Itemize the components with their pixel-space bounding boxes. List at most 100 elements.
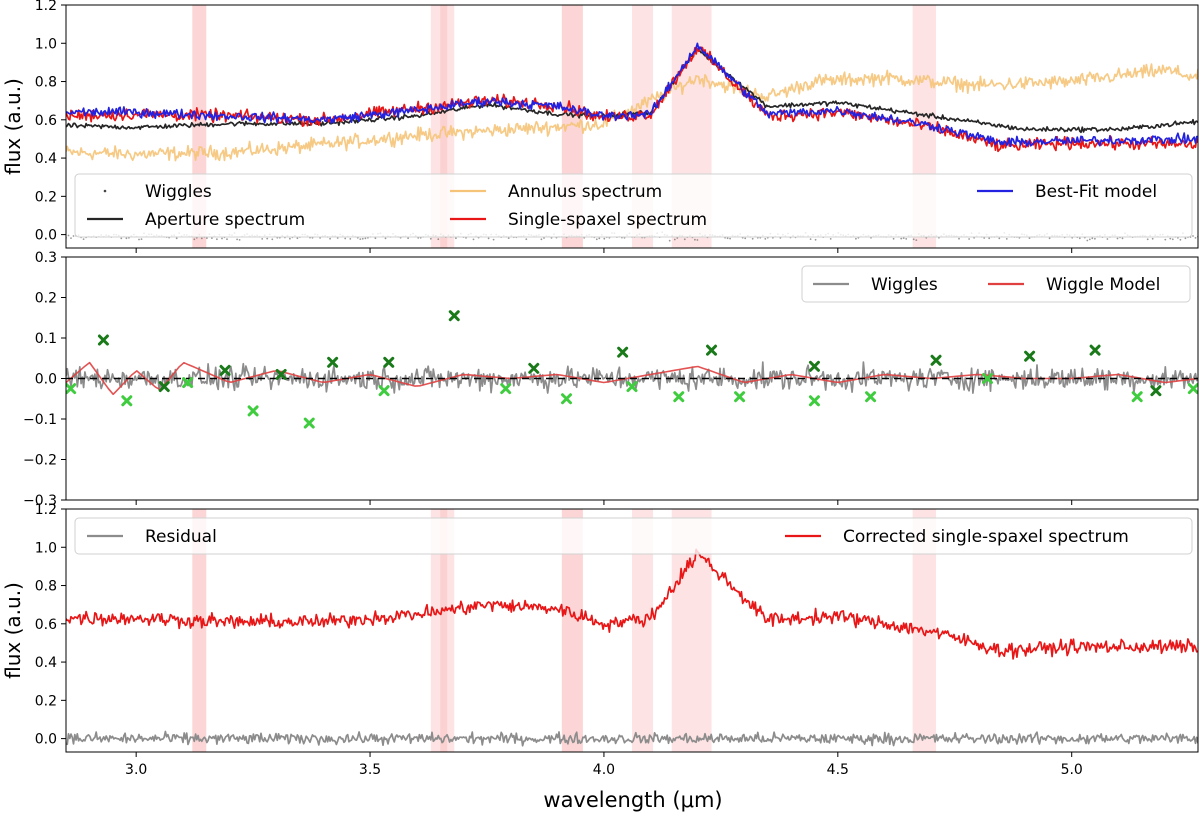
wiggle-dot: [429, 237, 432, 240]
legend-label: Wiggles: [871, 275, 938, 295]
marker-peak: [930, 354, 942, 366]
wiggle-dot: [983, 237, 986, 239]
y-tick-label-bottom: 1.0: [35, 540, 57, 556]
series-line-residual: [66, 730, 1198, 747]
wiggle-dot: [673, 238, 676, 241]
marker-trough: [865, 391, 877, 403]
legend-box: [74, 517, 1193, 555]
wiggle-dot: [968, 238, 970, 240]
marker-peak: [219, 364, 231, 376]
y-tick-label-top: 0.2: [35, 189, 57, 205]
legend-bottom: Residual Corrected single-spaxel spectrum: [74, 517, 1193, 555]
y-tick-label-bottom: 1.2: [35, 502, 57, 518]
wiggle-dot: [200, 237, 203, 240]
marker-trough: [182, 377, 194, 389]
marker-peak: [327, 356, 339, 368]
wiggle-dot: [336, 237, 339, 239]
x-axis-label: wavelength (μm): [543, 788, 722, 812]
y-axis-label-top: flux (a.u.): [1, 78, 25, 175]
wiggle-dot: [216, 238, 218, 241]
wiggle-dot: [175, 237, 178, 240]
series-line-corrected-single-spaxel-spectrum: [66, 548, 1198, 660]
wiggle-dot: [912, 238, 915, 241]
wiggle-dot: [683, 238, 686, 241]
wiggle-dot: [140, 238, 143, 241]
wiggle-dot: [289, 237, 291, 240]
legend-label: Best-Fit model: [1035, 182, 1157, 202]
wiggle-dot: [988, 237, 991, 240]
wiggle-dot: [892, 237, 895, 240]
wiggle-dot: [437, 238, 440, 241]
wiggle-dot: [694, 238, 696, 241]
marker-peak: [617, 346, 629, 358]
wiggle-dot: [236, 238, 239, 241]
wiggle-dot: [525, 238, 528, 241]
y-tick-label-middle: −0.2: [23, 453, 57, 469]
wiggle-dot: [543, 237, 545, 239]
wiggle-dot: [361, 237, 364, 240]
marker-trough: [378, 385, 390, 397]
wiggle-dot: [407, 237, 409, 240]
marker-trough: [734, 391, 746, 403]
wiggle-dot: [829, 238, 832, 240]
shaded-band-bottom: [561, 509, 583, 752]
wiggle-dot: [540, 238, 543, 241]
wiggle-dot: [82, 238, 85, 241]
wiggle-dot: [1094, 237, 1096, 240]
y-tick-label-bottom: 0.6: [35, 617, 57, 633]
legend-label: Single-spaxel spectrum: [508, 210, 707, 230]
marker-trough: [1131, 391, 1143, 403]
y-tick-label-middle: 0.1: [35, 331, 57, 347]
y-tick-label-middle: 0.3: [35, 250, 57, 266]
y-tick-label-top: 0.4: [35, 151, 57, 167]
y-tick-label-top: 0.0: [35, 228, 57, 244]
y-tick-label-top: 1.2: [35, 0, 57, 14]
marker-peak: [1089, 344, 1101, 356]
wiggle-dot: [1164, 238, 1167, 241]
wiggle-dot: [384, 237, 387, 240]
wiggle-dot: [1192, 235, 1194, 237]
wiggle-dot: [814, 238, 817, 241]
wiggle-dot: [958, 237, 960, 240]
wiggle-dot: [900, 237, 903, 240]
marker-peak: [448, 310, 460, 322]
legend-label: Aperture spectrum: [145, 210, 305, 230]
wiggle-dot: [492, 238, 495, 241]
wiggle-dot: [1048, 237, 1051, 240]
x-tick-label: 3.5: [359, 762, 381, 778]
y-tick-label-bottom: 0.4: [35, 655, 57, 671]
wiggle-dot: [855, 237, 857, 240]
wiggle-dot: [676, 237, 679, 239]
marker-peak: [706, 344, 718, 356]
wiggle-dot: [359, 238, 362, 241]
wiggle-dot: [729, 237, 731, 240]
shaded-band-bottom: [430, 509, 455, 752]
marker-trough: [982, 373, 994, 384]
axes-frame-bottom: [65, 508, 1199, 753]
y-tick-label-bottom: 0.8: [35, 579, 57, 595]
wiggle-dot: [1184, 237, 1187, 240]
legend-swatch-dot: [103, 189, 107, 193]
wiggle-dot: [1078, 237, 1081, 240]
marker-peak: [808, 360, 820, 372]
wiggle-dot: [809, 238, 812, 241]
wiggle-dot: [455, 237, 457, 240]
marker-peak: [275, 368, 287, 380]
wiggle-dot: [374, 237, 377, 240]
y-axis-label-bottom: flux (a.u.): [1, 582, 25, 679]
marker-trough: [303, 417, 315, 429]
y-tick-label-middle: −0.3: [23, 493, 57, 509]
wiggle-dot: [1146, 238, 1149, 241]
shaded-band-bottom: [632, 509, 654, 752]
marker-trough: [66, 383, 77, 395]
marker-trough: [121, 395, 133, 407]
marker-peak: [383, 356, 395, 368]
marker-peak: [158, 381, 170, 393]
wiggle-dot: [744, 237, 747, 240]
wiggle-dot: [1116, 237, 1119, 240]
wiggle-dot: [261, 238, 264, 240]
wiggle-dot: [67, 234, 70, 237]
wiggle-dot: [1091, 237, 1094, 240]
y-tick-label-bottom: 0.2: [35, 693, 57, 709]
